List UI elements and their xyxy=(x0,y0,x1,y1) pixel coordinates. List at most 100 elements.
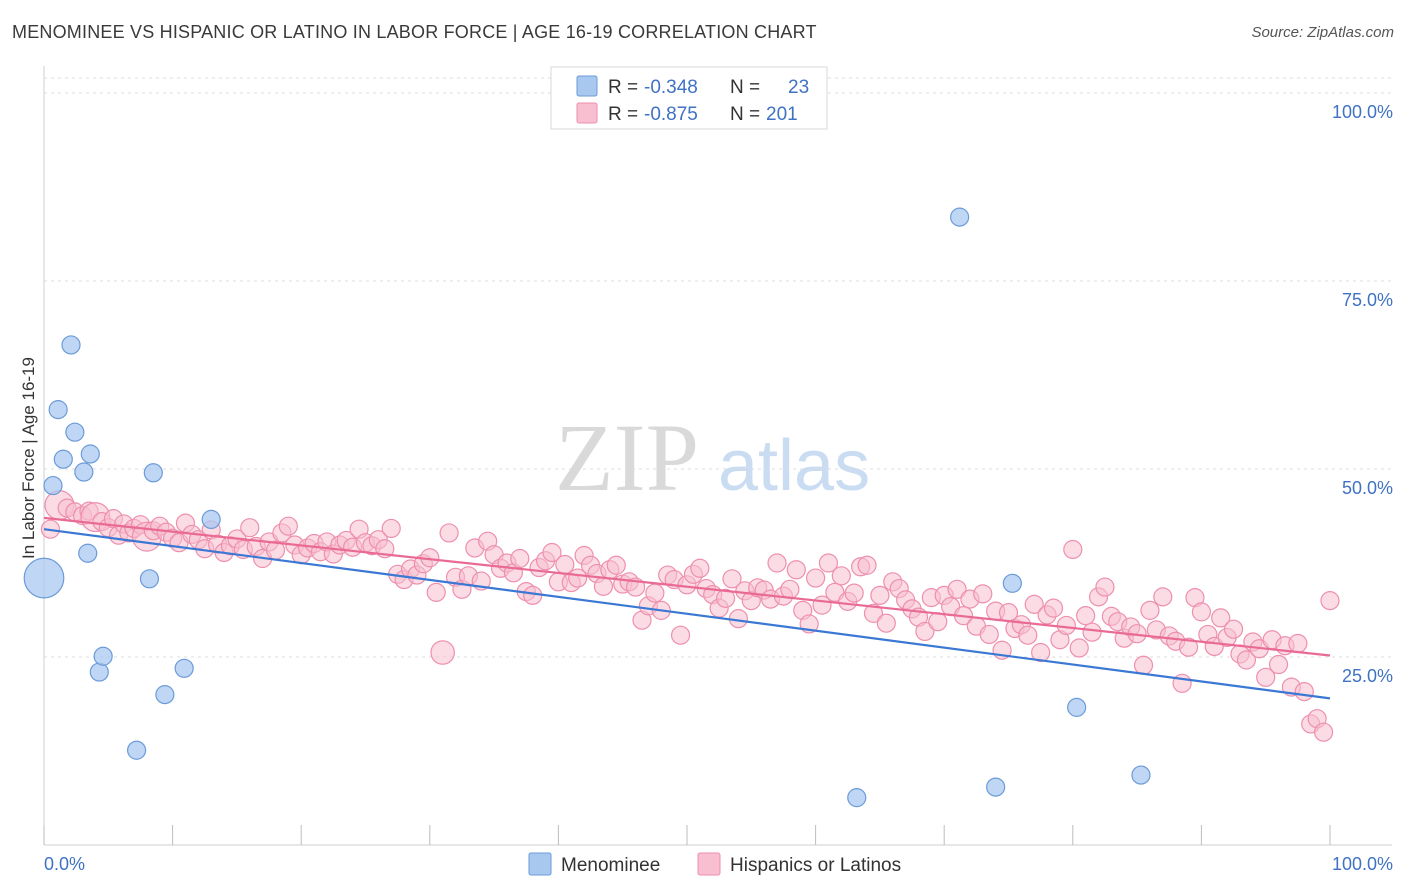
source-label: Source: ZipAtlas.com xyxy=(1251,24,1394,41)
hispanic-point-129 xyxy=(870,585,890,605)
hispanic-point-73 xyxy=(510,548,530,569)
y-axis-label: In Labor Force | Age 16-19 xyxy=(19,357,38,559)
y-tick-label-0: 25.0% xyxy=(1342,666,1393,686)
hispanic-point-160 xyxy=(1069,638,1089,658)
legend-r-value-2: -0.875 xyxy=(644,104,698,125)
hispanic-point-127 xyxy=(857,555,877,575)
bottom-legend-hispanic: Hispanics or Latinos xyxy=(730,855,901,876)
y-tick-labels: 25.0% 50.0% 75.0% 100.0% xyxy=(1332,102,1393,686)
menominee-point-23 xyxy=(1131,765,1151,785)
hispanic-point-153 xyxy=(1024,594,1044,614)
menominee-point-14 xyxy=(155,685,175,705)
menominee-point-5 xyxy=(65,422,85,442)
bottom-legend: Menominee Hispanics or Latinos xyxy=(528,852,901,876)
menominee-point-17 xyxy=(847,788,867,808)
hispanic-point-123 xyxy=(831,566,851,586)
hispanic-point-88 xyxy=(606,555,626,575)
bottom-legend-swatch-menominee xyxy=(528,852,552,876)
legend-r-label-2: R = xyxy=(608,104,638,125)
hispanic-point-53 xyxy=(381,518,401,539)
hispanic-point-184 xyxy=(1223,619,1244,639)
hispanic-trend-line xyxy=(43,516,1331,657)
hispanic-point-145 xyxy=(973,584,993,604)
hispanic-point-186 xyxy=(1236,650,1257,670)
hispanic-point-78 xyxy=(542,542,562,563)
menominee-point-3 xyxy=(53,449,73,469)
legend-r-label-1: R = xyxy=(608,77,638,98)
hispanic-point-113 xyxy=(767,553,787,573)
menominee-point-19 xyxy=(986,777,1006,797)
legend-n-label-2: N = xyxy=(730,104,760,125)
menominee-point-9 xyxy=(89,662,109,682)
hispanic-point-101 xyxy=(690,558,710,578)
hispanic-point-164 xyxy=(1095,577,1115,597)
hispanic-point-121 xyxy=(818,553,839,573)
hispanic-point-136 xyxy=(915,621,935,642)
grid xyxy=(44,77,1392,658)
hispanic-point-115 xyxy=(780,579,800,599)
watermark-zip: ZIP xyxy=(555,404,699,511)
x-tick-label-1: 100.0% xyxy=(1332,854,1393,874)
menominee-point-0 xyxy=(23,557,65,599)
menominee-point-13 xyxy=(143,463,163,483)
menominee-point-8 xyxy=(80,444,100,464)
hispanic-point-189 xyxy=(1256,667,1276,687)
hispanic-point-116 xyxy=(786,560,806,580)
hispanic-point-98 xyxy=(670,625,691,645)
hispanic-point-177 xyxy=(1178,637,1199,657)
bottom-legend-swatch-hispanic xyxy=(697,852,721,876)
menominee-point-10 xyxy=(93,646,113,666)
menominee-point-18 xyxy=(950,207,970,227)
hispanic-point-170 xyxy=(1133,655,1154,675)
legend-swatch-hispanic xyxy=(576,102,598,124)
hispanic-point-156 xyxy=(1043,598,1064,618)
menominee-points xyxy=(23,207,1151,808)
axes xyxy=(43,66,1392,846)
legend-n-value-1: 23 xyxy=(788,77,809,98)
hispanic-point-158 xyxy=(1056,615,1076,636)
hispanic-point-179 xyxy=(1191,602,1212,622)
menominee-point-2 xyxy=(48,400,68,420)
x-tick-label-0: 0.0% xyxy=(44,854,85,874)
hispanic-point-162 xyxy=(1082,622,1102,642)
hispanic-point-94 xyxy=(645,583,665,603)
watermark: ZIP atlas xyxy=(555,404,870,511)
hispanic-point-119 xyxy=(805,568,826,588)
hispanic-point-106 xyxy=(722,569,742,589)
trend-lines xyxy=(43,516,1331,700)
hispanic-point-198 xyxy=(1313,722,1334,742)
hispanic-point-31 xyxy=(240,518,260,538)
hispanic-point-191 xyxy=(1268,654,1289,675)
legend-n-label-1: N = xyxy=(730,77,760,98)
hispanic-point-141 xyxy=(947,579,967,599)
legend-n-value-2: 201 xyxy=(766,104,798,125)
hispanic-point-159 xyxy=(1063,539,1083,560)
hispanic-point-173 xyxy=(1153,587,1173,607)
x-tick-labels: 0.0% 100.0% xyxy=(44,854,1393,874)
watermark-atlas: atlas xyxy=(718,426,870,506)
menominee-point-6 xyxy=(74,462,94,482)
menominee-point-15 xyxy=(174,658,194,678)
hispanic-point-105 xyxy=(715,588,736,608)
hispanic-point-62 xyxy=(439,523,459,543)
menominee-point-12 xyxy=(139,569,160,589)
y-tick-label-1: 50.0% xyxy=(1342,478,1393,498)
hispanic-point-194 xyxy=(1288,633,1308,654)
hispanic-point-125 xyxy=(844,583,864,603)
menominee-point-16 xyxy=(201,509,221,530)
hispanic-point-80 xyxy=(555,554,575,575)
legend-swatch-menominee xyxy=(576,75,598,97)
hispanic-point-130 xyxy=(876,613,896,633)
hispanic-point-171 xyxy=(1140,600,1160,620)
chart-title: MENOMINEE VS HISPANIC OR LATINO IN LABOR… xyxy=(12,22,817,42)
hispanic-point-86 xyxy=(593,576,614,596)
menominee-point-1 xyxy=(43,475,63,496)
y-tick-label-3: 100.0% xyxy=(1332,102,1393,122)
hispanic-point-146 xyxy=(979,624,999,645)
hispanic-point-37 xyxy=(278,516,298,536)
hispanic-point-138 xyxy=(928,612,948,632)
hispanic-point-161 xyxy=(1076,606,1096,626)
bottom-legend-menominee: Menominee xyxy=(561,855,660,876)
menominee-point-7 xyxy=(78,543,98,563)
hispanic-point-195 xyxy=(1294,681,1314,702)
